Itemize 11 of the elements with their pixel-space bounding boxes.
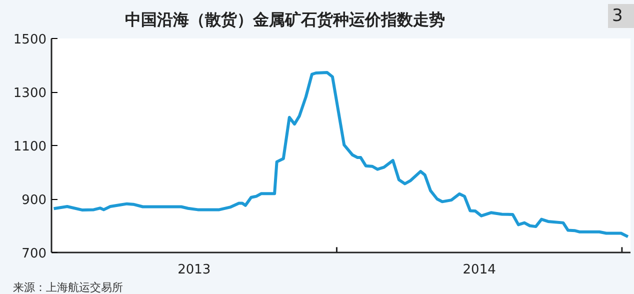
x-tick-label: 2014 <box>462 262 496 278</box>
y-tick-label: 1300 <box>13 86 47 101</box>
x-tick-label: 2013 <box>178 262 211 278</box>
y-tick-label: 700 <box>22 246 47 262</box>
y-tick-label: 900 <box>22 193 47 208</box>
y-tick-label: 1500 <box>13 32 47 48</box>
chart-title: 中国沿海（散货）金属矿石货种运价指数走势 <box>125 9 445 31</box>
line-series <box>52 70 630 238</box>
y-tick-label: 1100 <box>13 140 47 154</box>
source-note: 来源：上海航运交易所 <box>13 281 123 294</box>
text: 3 <box>612 5 623 28</box>
